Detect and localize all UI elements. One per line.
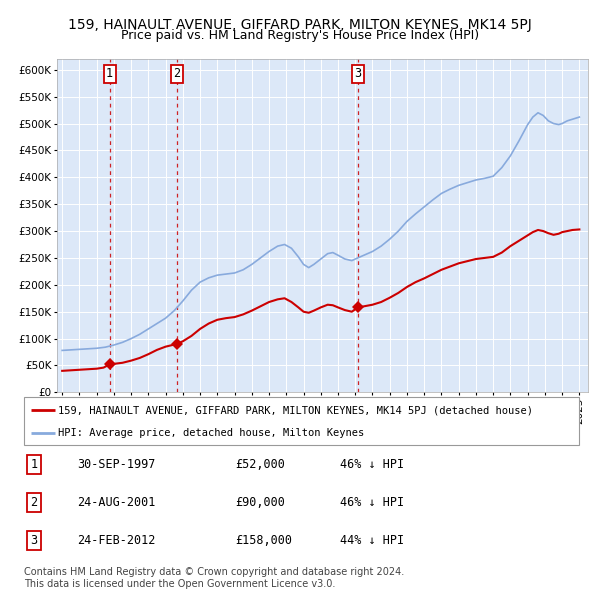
Text: £52,000: £52,000 [235,458,285,471]
Text: 3: 3 [354,67,361,80]
Text: Contains HM Land Registry data © Crown copyright and database right 2024.
This d: Contains HM Land Registry data © Crown c… [24,567,404,589]
Text: 159, HAINAULT AVENUE, GIFFARD PARK, MILTON KEYNES, MK14 5PJ (detached house): 159, HAINAULT AVENUE, GIFFARD PARK, MILT… [58,405,533,415]
Text: 1: 1 [106,67,113,80]
Text: 159, HAINAULT AVENUE, GIFFARD PARK, MILTON KEYNES, MK14 5PJ: 159, HAINAULT AVENUE, GIFFARD PARK, MILT… [68,18,532,32]
Text: 46% ↓ HPI: 46% ↓ HPI [340,496,404,509]
Text: 24-AUG-2001: 24-AUG-2001 [77,496,155,509]
Text: 2: 2 [31,496,38,509]
FancyBboxPatch shape [24,397,579,445]
Text: 2: 2 [173,67,181,80]
Text: £158,000: £158,000 [235,534,292,547]
Text: 3: 3 [31,534,38,547]
Text: 24-FEB-2012: 24-FEB-2012 [77,534,155,547]
Text: 46% ↓ HPI: 46% ↓ HPI [340,458,404,471]
Text: Price paid vs. HM Land Registry's House Price Index (HPI): Price paid vs. HM Land Registry's House … [121,29,479,42]
Text: 44% ↓ HPI: 44% ↓ HPI [340,534,404,547]
Text: £90,000: £90,000 [235,496,285,509]
Text: 30-SEP-1997: 30-SEP-1997 [77,458,155,471]
Text: 1: 1 [31,458,38,471]
Text: HPI: Average price, detached house, Milton Keynes: HPI: Average price, detached house, Milt… [58,428,365,438]
